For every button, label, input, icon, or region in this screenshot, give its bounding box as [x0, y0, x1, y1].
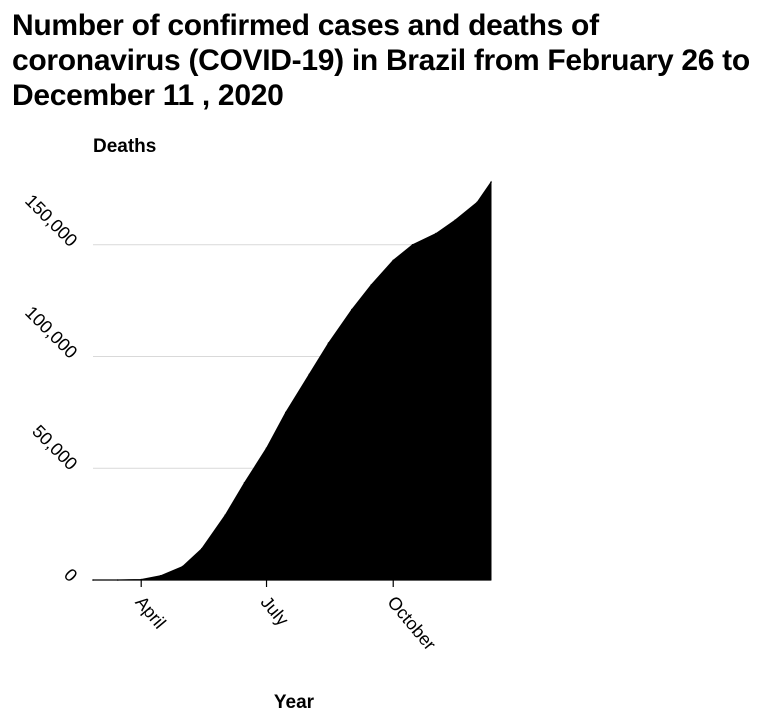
data-point-16	[435, 232, 437, 235]
data-point-9	[285, 411, 287, 414]
data-point-14	[392, 259, 395, 262]
data-point-5	[201, 547, 203, 550]
data-point-11	[327, 342, 330, 344]
area-series-0	[93, 180, 492, 581]
data-point-10	[308, 373, 311, 376]
data-point-8	[265, 447, 268, 450]
data-point-7	[243, 482, 246, 484]
axis-layer	[93, 579, 491, 587]
chart-title: Number of confirmed cases and deaths of …	[12, 9, 750, 112]
x-tick-label-0: April	[131, 592, 169, 632]
data-point-15	[411, 244, 414, 246]
y-axis-label: Deaths	[93, 136, 156, 157]
data-point-4	[181, 565, 184, 568]
y-tick-label-2: 100,000	[21, 302, 81, 362]
y-tick-labels: 0 50,000 100,000 150,000	[21, 190, 81, 585]
data-point-13	[370, 284, 373, 286]
x-axis-label: Year	[274, 692, 315, 713]
data-point-3	[159, 575, 162, 577]
x-tick-label-2: October	[383, 592, 439, 654]
y-tick-label-3: 150,000	[21, 190, 81, 250]
y-tick-label-0: 0	[60, 565, 81, 586]
area-layer	[92, 180, 492, 581]
data-point-17	[454, 219, 457, 221]
data-point-18	[476, 201, 479, 204]
x-tick-label-1: July	[257, 592, 293, 629]
y-tick-label-1: 50,000	[28, 421, 81, 474]
data-point-12	[351, 308, 353, 311]
data-point-19	[490, 181, 492, 183]
data-point-6	[224, 514, 226, 516]
x-tick-labels: April July October	[131, 592, 440, 654]
